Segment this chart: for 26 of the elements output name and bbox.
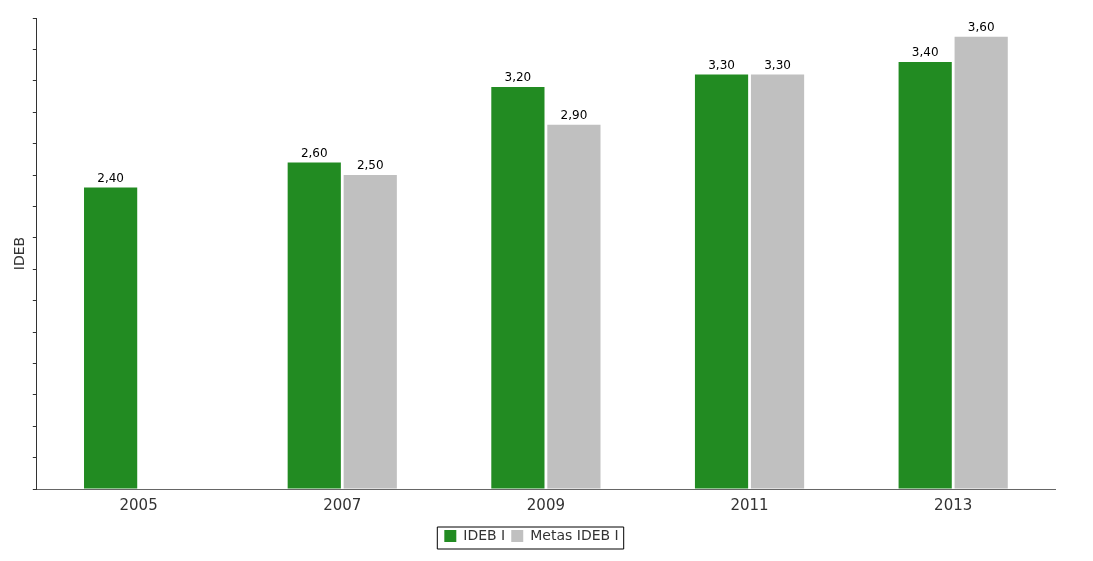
x-tick-label: 2009 [526,495,565,514]
data-label: 3,30 [764,57,791,72]
x-tick-label: 2005 [119,495,158,514]
data-label: 2,60 [300,145,328,160]
bar [287,162,341,489]
data-label: 2,90 [560,107,588,122]
data-label: 3,60 [967,19,995,34]
x-tick-label: 2013 [934,495,973,514]
legend-label: IDEB I [463,526,506,543]
legend-label: Metas IDEB I [530,526,619,543]
bar [343,175,397,489]
bar [491,87,545,489]
data-label: 3,20 [504,70,532,85]
bar [547,124,601,489]
x-tick-label: 2011 [730,495,769,514]
x-tick-label: 2007 [323,495,362,514]
bar [694,74,749,489]
data-label: 2,40 [97,170,124,185]
y-axis-title: IDEB [11,236,28,271]
data-label: 3,40 [911,45,939,60]
data-label: 3,30 [708,57,735,72]
bar [898,61,952,489]
data-label: 2,50 [356,158,384,173]
bar [84,187,138,489]
bar [954,36,1008,489]
bar [750,74,805,489]
